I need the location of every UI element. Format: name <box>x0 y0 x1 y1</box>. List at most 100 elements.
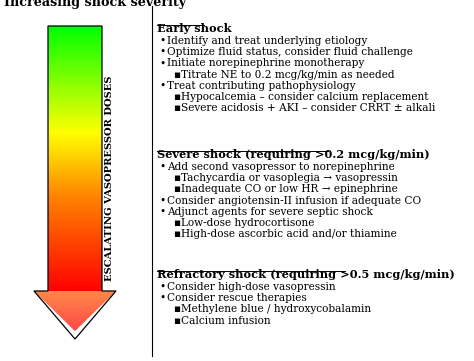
Polygon shape <box>48 221 102 222</box>
Polygon shape <box>48 241 102 242</box>
Polygon shape <box>48 90 102 91</box>
Polygon shape <box>48 202 102 203</box>
Polygon shape <box>48 276 102 277</box>
Polygon shape <box>48 105 102 106</box>
Polygon shape <box>48 267 102 268</box>
Polygon shape <box>48 133 102 134</box>
Polygon shape <box>48 187 102 188</box>
Polygon shape <box>48 30 102 31</box>
Text: •: • <box>159 81 165 91</box>
Polygon shape <box>48 185 102 186</box>
Text: Low-dose hydrocortisone: Low-dose hydrocortisone <box>181 218 314 228</box>
Polygon shape <box>48 34 102 35</box>
Polygon shape <box>48 238 102 239</box>
Polygon shape <box>48 69 102 70</box>
Polygon shape <box>48 95 102 96</box>
Polygon shape <box>48 151 102 152</box>
Polygon shape <box>48 121 102 122</box>
Polygon shape <box>46 302 105 303</box>
Polygon shape <box>48 262 102 263</box>
Polygon shape <box>48 164 102 165</box>
Text: ▪: ▪ <box>173 229 180 239</box>
Text: Severe shock (requiring >0.2 mcg/kg/min): Severe shock (requiring >0.2 mcg/kg/min) <box>157 149 430 160</box>
Polygon shape <box>48 237 102 238</box>
Polygon shape <box>48 268 102 269</box>
Polygon shape <box>48 58 102 59</box>
Polygon shape <box>48 253 102 254</box>
Polygon shape <box>48 142 102 143</box>
Polygon shape <box>48 171 102 172</box>
Polygon shape <box>48 217 102 218</box>
Polygon shape <box>48 242 102 243</box>
Polygon shape <box>48 224 102 225</box>
Polygon shape <box>48 270 102 271</box>
Polygon shape <box>48 208 102 209</box>
Polygon shape <box>48 269 102 270</box>
Polygon shape <box>48 163 102 164</box>
Polygon shape <box>48 186 102 187</box>
Text: Optimize fluid status, consider fluid challenge: Optimize fluid status, consider fluid ch… <box>167 47 413 57</box>
Polygon shape <box>48 265 102 266</box>
Polygon shape <box>48 225 102 226</box>
Polygon shape <box>48 51 102 52</box>
Polygon shape <box>48 234 102 235</box>
Text: •: • <box>159 293 165 303</box>
Polygon shape <box>48 101 102 102</box>
Polygon shape <box>48 212 102 213</box>
Polygon shape <box>48 82 102 83</box>
Polygon shape <box>35 292 115 293</box>
Polygon shape <box>48 204 102 205</box>
Polygon shape <box>48 289 102 290</box>
Polygon shape <box>48 42 102 43</box>
Polygon shape <box>48 106 102 107</box>
Text: ▪: ▪ <box>173 304 180 314</box>
Polygon shape <box>48 135 102 136</box>
Polygon shape <box>48 230 102 231</box>
Polygon shape <box>48 36 102 38</box>
Polygon shape <box>48 91 102 92</box>
Polygon shape <box>48 233 102 234</box>
Polygon shape <box>48 127 102 129</box>
Polygon shape <box>48 285 102 286</box>
Polygon shape <box>48 226 102 227</box>
Polygon shape <box>47 304 102 305</box>
Polygon shape <box>48 161 102 162</box>
Polygon shape <box>48 99 102 100</box>
Polygon shape <box>48 172 102 173</box>
Polygon shape <box>48 252 102 253</box>
Polygon shape <box>48 154 102 155</box>
Text: Consider rescue therapies: Consider rescue therapies <box>167 293 307 303</box>
Polygon shape <box>48 168 102 169</box>
Polygon shape <box>48 245 102 246</box>
Polygon shape <box>48 48 102 49</box>
Polygon shape <box>43 299 108 300</box>
Polygon shape <box>48 254 102 255</box>
Text: Identify and treat underlying etiology: Identify and treat underlying etiology <box>167 36 367 46</box>
Polygon shape <box>48 288 102 289</box>
Polygon shape <box>48 115 102 116</box>
Polygon shape <box>48 66 102 67</box>
Polygon shape <box>48 73 102 74</box>
Polygon shape <box>48 218 102 219</box>
Polygon shape <box>48 75 102 76</box>
Polygon shape <box>48 201 102 202</box>
Polygon shape <box>48 257 102 258</box>
Text: •: • <box>159 207 165 217</box>
Polygon shape <box>48 240 102 241</box>
Text: Increasing shock severity: Increasing shock severity <box>4 0 186 9</box>
Polygon shape <box>48 215 102 216</box>
Polygon shape <box>61 317 89 318</box>
Polygon shape <box>48 222 102 223</box>
Polygon shape <box>48 203 102 204</box>
Polygon shape <box>48 39 102 40</box>
Polygon shape <box>48 61 102 62</box>
Polygon shape <box>48 47 102 48</box>
Polygon shape <box>48 72 102 73</box>
Polygon shape <box>48 104 102 105</box>
Text: ▪: ▪ <box>173 70 180 79</box>
Polygon shape <box>48 87 102 88</box>
Polygon shape <box>47 303 103 304</box>
Polygon shape <box>48 248 102 249</box>
Polygon shape <box>48 125 102 126</box>
Polygon shape <box>48 261 102 262</box>
